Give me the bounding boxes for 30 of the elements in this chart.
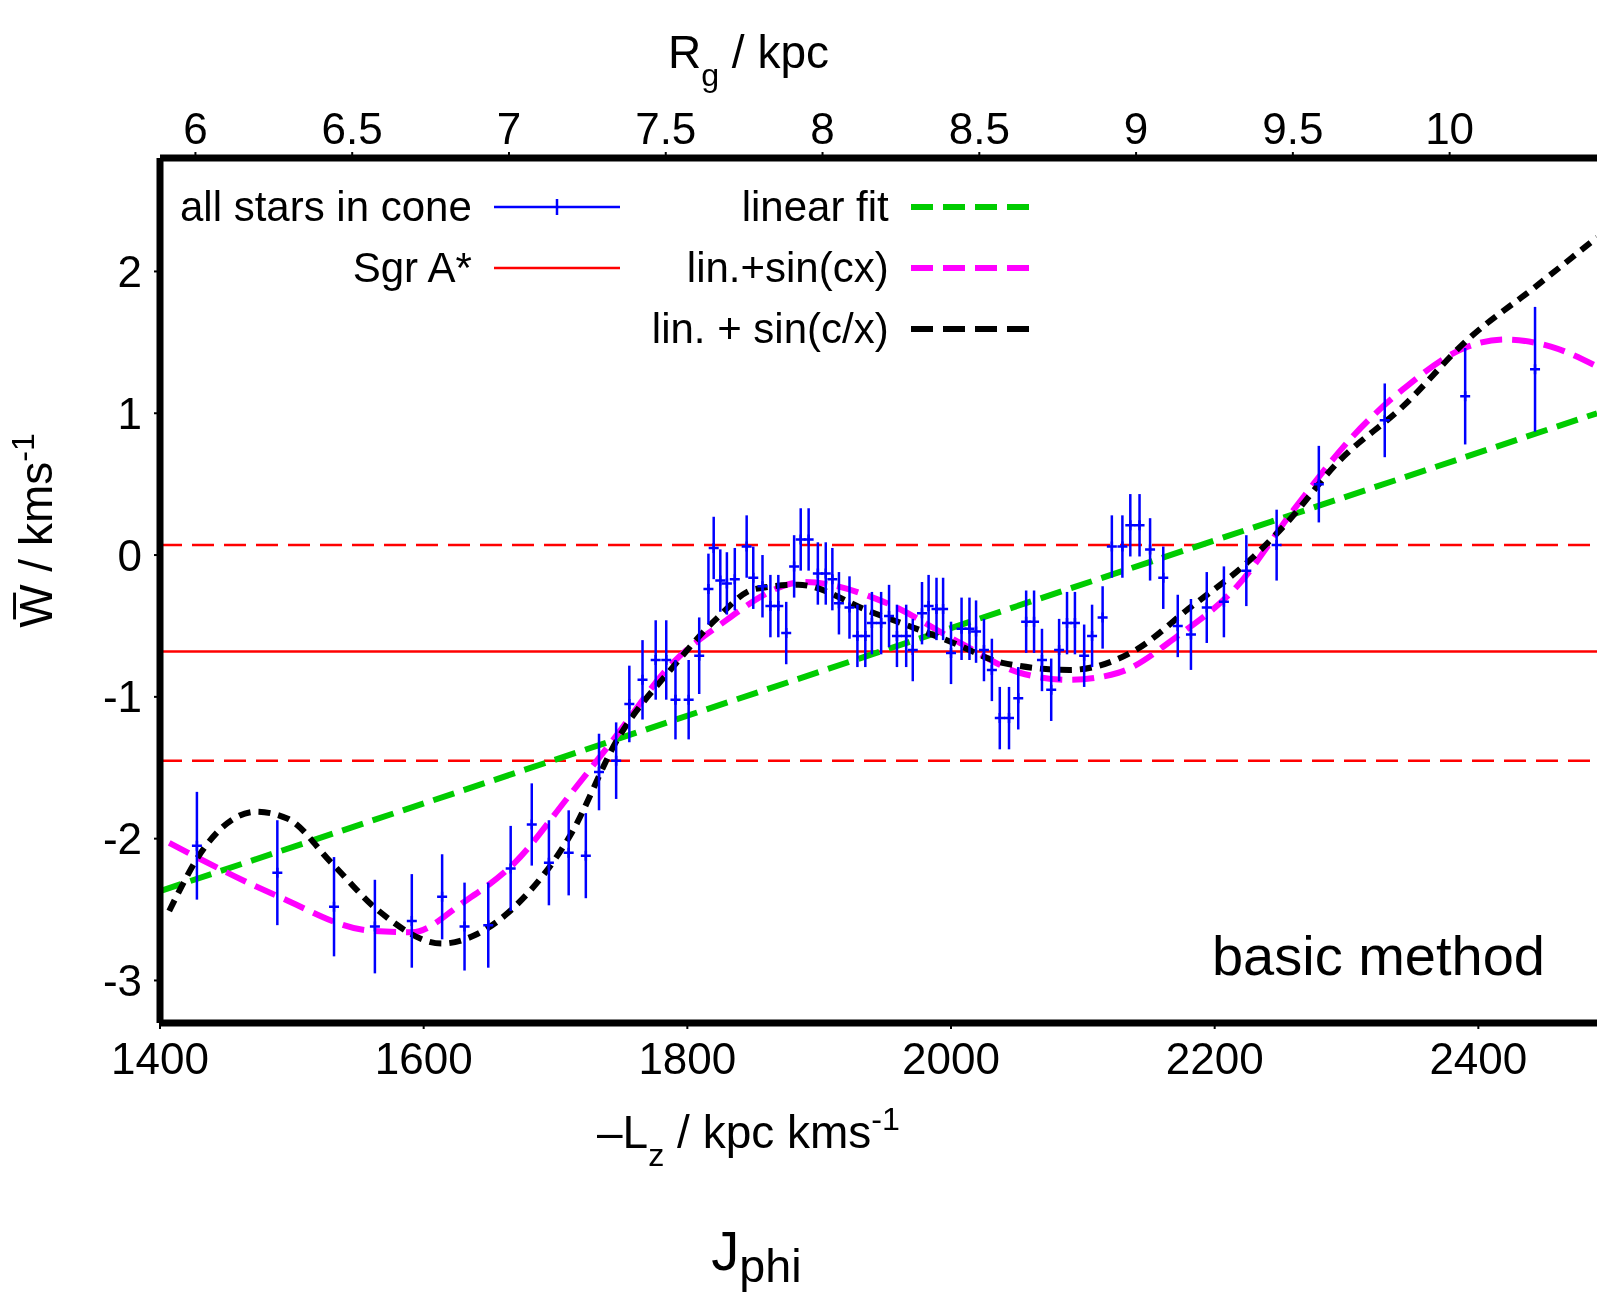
x-tick-label: 2200 <box>1165 1034 1264 1084</box>
x-tick-label: 1600 <box>374 1034 473 1084</box>
y-tick-label: -2 <box>102 814 142 864</box>
legend-label: linear fit <box>741 182 889 231</box>
annotation: basic method <box>1211 923 1545 988</box>
x2-tick-label: 9 <box>1123 104 1149 153</box>
text: J$_{phi}$ <box>710 1218 803 1294</box>
y-tick-label: 1 <box>117 388 142 438</box>
y-tick-label: -3 <box>102 956 142 1006</box>
x2-tick-label: 7.5 <box>635 104 697 153</box>
x-tick-label: 1400 <box>111 1034 209 1084</box>
x2-tick-label: 7 <box>496 104 522 153</box>
x-tick-label: 2400 <box>1429 1034 1528 1084</box>
x2-axis-title: R$_{g}$ / kpc <box>667 26 830 93</box>
legend-label: lin. + sin(c/x) <box>651 304 889 353</box>
x2-tick-label: 6 <box>183 104 208 153</box>
x2-tick-label: 8.5 <box>948 104 1010 153</box>
x2-tick-label: 6.5 <box>321 104 383 153</box>
y-tick-label: 0 <box>117 530 142 580</box>
legend-label: Sgr A* <box>352 243 472 292</box>
x2-tick-label: 8 <box>810 104 835 153</box>
x2-tick-label: 9.5 <box>1262 104 1324 153</box>
x-axis-title: –L$_{z}$ / kpc kms$^{-1}$ <box>597 1101 900 1173</box>
x-tick-label: 1800 <box>638 1034 737 1084</box>
x-tick-label: 2000 <box>902 1034 1000 1084</box>
y-tick-label: -1 <box>102 672 142 722</box>
legend-label: lin.+sin(cx) <box>686 243 889 292</box>
y-tick-label: 2 <box>117 247 142 297</box>
legend-label: all stars in cone <box>180 182 472 231</box>
x2-tick-label: 10 <box>1425 104 1475 153</box>
